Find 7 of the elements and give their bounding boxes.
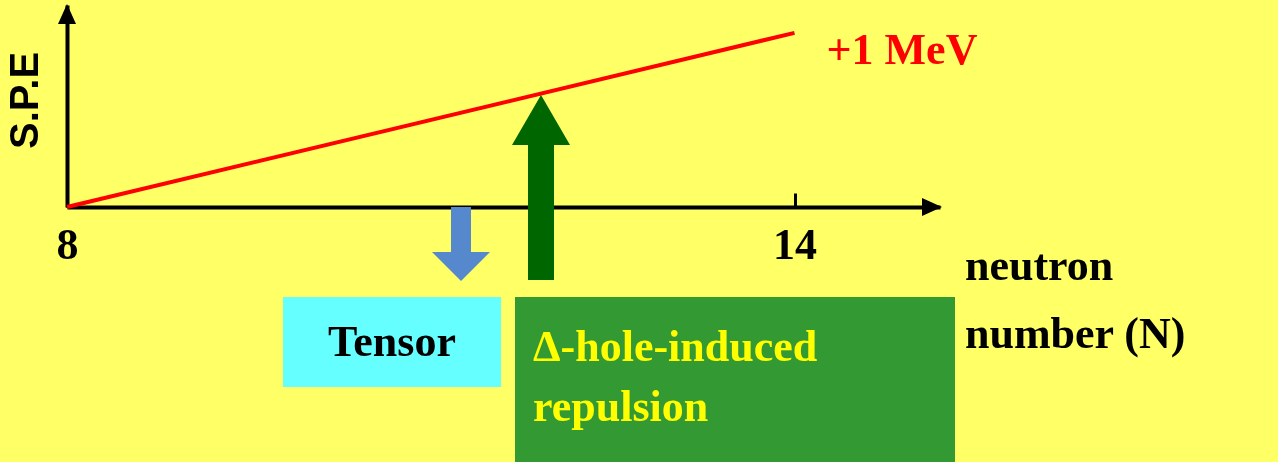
annotation: +1 MeV <box>826 24 978 74</box>
x-axis-title: neutron number (N) <box>965 240 1187 360</box>
text: Δ-hole-induced repulsion <box>515 297 955 462</box>
x-tick-label: 14 <box>773 219 817 269</box>
y-axis-title: S.P.E <box>1 51 46 150</box>
text: Tensor <box>283 297 501 387</box>
x-tick-label: 8 <box>56 219 79 269</box>
